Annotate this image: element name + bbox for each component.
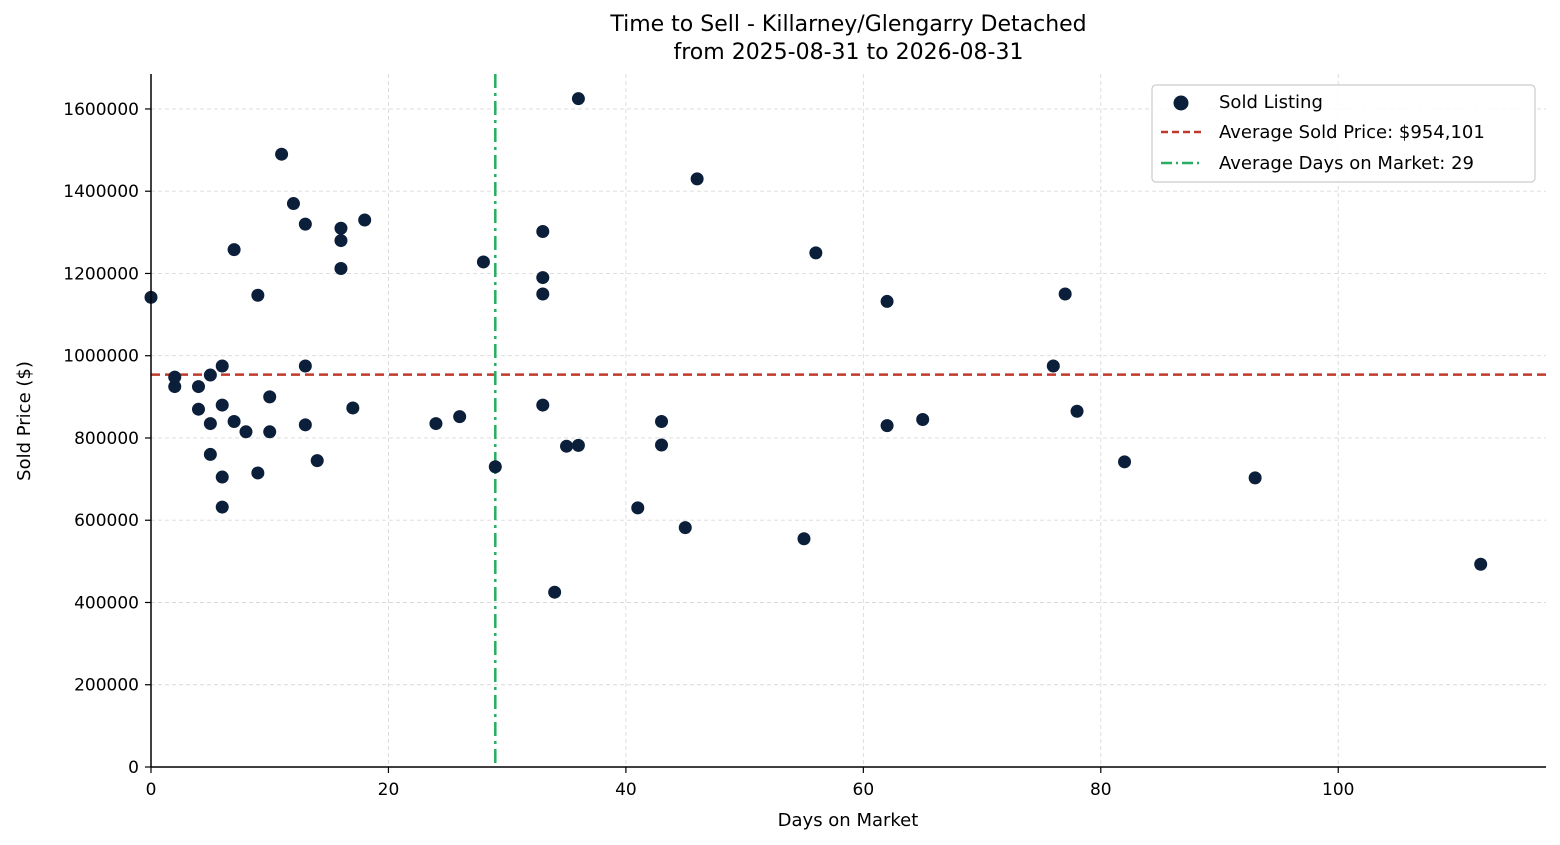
- sold-listing-point: [655, 415, 669, 429]
- x-tick-label: 0: [146, 780, 157, 800]
- legend-label-avg-days: Average Days on Market: 29: [1219, 153, 1474, 174]
- sold-listing-point: [215, 359, 229, 373]
- sold-listing-point: [346, 401, 360, 415]
- legend: Sold Listing Average Sold Price: $954,10…: [1151, 84, 1536, 183]
- sold-listing-point: [1248, 471, 1262, 485]
- y-tick-label: 1200000: [63, 264, 139, 284]
- x-tick-label: 40: [615, 780, 637, 800]
- sold-listing-point: [191, 380, 205, 394]
- sold-listing-point: [298, 359, 312, 373]
- y-tick-label: 800000: [74, 429, 139, 449]
- sold-listing-point: [358, 213, 372, 227]
- sold-listing-point: [536, 225, 550, 239]
- sold-listing-point: [334, 234, 348, 248]
- legend-label-avg-price: Average Sold Price: $954,101: [1219, 122, 1485, 143]
- sold-listing-point: [880, 294, 894, 308]
- sold-listing-point: [536, 287, 550, 301]
- sold-listing-point: [251, 288, 265, 302]
- sold-listing-point: [215, 500, 229, 514]
- axes: [145, 74, 1546, 773]
- legend-box: [1151, 84, 1536, 183]
- x-tick-label: 80: [1090, 780, 1112, 800]
- y-axis-label: Sold Price ($): [14, 361, 35, 481]
- sold-listing-point: [631, 501, 645, 515]
- sold-listing-point: [168, 380, 182, 394]
- sold-listing-point: [655, 438, 669, 452]
- sold-listing-point: [227, 415, 241, 429]
- legend-label-sold-listing: Sold Listing: [1219, 92, 1323, 113]
- sold-listing-point: [560, 439, 574, 453]
- sold-listing-point: [310, 454, 324, 468]
- sold-listing-point: [1118, 455, 1132, 469]
- x-tick-label: 60: [853, 780, 875, 800]
- sold-listing-point: [916, 412, 930, 426]
- sold-listing-point: [334, 221, 348, 235]
- sold-listing-point: [203, 368, 217, 382]
- sold-listing-point: [203, 417, 217, 431]
- sold-listing-point: [203, 447, 217, 461]
- chart-subtitle: from 2025-08-31 to 2026-08-31: [673, 40, 1024, 65]
- sold-listing-point: [263, 390, 277, 404]
- sold-listing-point: [191, 402, 205, 416]
- sold-listing-point: [571, 92, 585, 106]
- sold-listing-point: [536, 398, 550, 412]
- sold-listing-point: [263, 425, 277, 439]
- sold-listing-point: [298, 217, 312, 231]
- y-tick-label: 0: [128, 758, 139, 778]
- reference-lines: [151, 74, 1546, 767]
- sold-listing-point: [809, 246, 823, 260]
- y-tick-label: 1400000: [63, 182, 139, 202]
- sold-listing-point: [536, 271, 550, 285]
- sold-listing-point: [1474, 557, 1488, 571]
- sold-listing-point: [215, 398, 229, 412]
- sold-listing-point: [571, 438, 585, 452]
- tick-labels: 0 20 40 60 80 100 0 200000 400000 600000 800000 100…: [63, 100, 1354, 800]
- sold-listing-point: [880, 419, 894, 433]
- sold-listing-point: [1046, 359, 1060, 373]
- sold-listing-point: [1058, 287, 1072, 301]
- sold-listing-point: [298, 418, 312, 432]
- y-tick-label: 1000000: [63, 347, 139, 367]
- y-tick-label: 1600000: [63, 100, 139, 120]
- sold-listing-point: [239, 425, 253, 439]
- y-tick-label: 200000: [74, 676, 139, 696]
- sold-listing-point: [286, 197, 300, 211]
- sold-listing-point: [215, 470, 229, 484]
- sold-listing-point: [334, 262, 348, 276]
- sold-listing-point: [251, 466, 265, 480]
- sold-listing-point: [227, 243, 241, 257]
- x-tick-label: 100: [1322, 780, 1354, 800]
- y-tick-label: 400000: [74, 593, 139, 613]
- sold-listing-point: [690, 172, 704, 186]
- legend-marker-sold-listing: [1173, 95, 1189, 111]
- sold-listing-point: [678, 521, 692, 535]
- x-tick-label: 20: [378, 780, 400, 800]
- chart-title: Time to Sell - Killarney/Glengarry Detac…: [610, 12, 1087, 37]
- sold-listing-point: [429, 417, 443, 431]
- sold-listing-point: [476, 255, 490, 269]
- sold-listing-point: [168, 370, 182, 384]
- sold-listing-point: [548, 585, 562, 599]
- y-tick-label: 600000: [74, 511, 139, 531]
- sold-listing-point: [488, 460, 502, 474]
- sold-listing-point: [797, 532, 811, 546]
- sold-listing-point: [1070, 404, 1084, 418]
- sold-listing-point: [275, 147, 289, 161]
- scatter-points: [144, 92, 1488, 599]
- x-axis-label: Days on Market: [778, 810, 919, 831]
- sold-listing-point: [453, 410, 467, 424]
